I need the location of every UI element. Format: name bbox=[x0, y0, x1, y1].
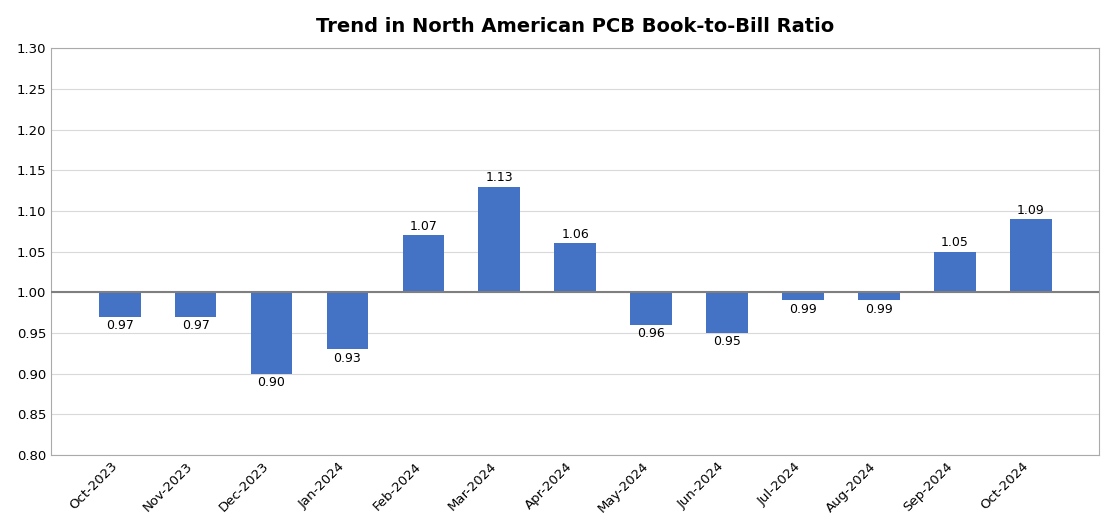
Text: 0.97: 0.97 bbox=[182, 319, 210, 332]
Bar bbox=[403, 235, 444, 292]
Text: 0.97: 0.97 bbox=[106, 319, 134, 332]
Bar bbox=[479, 187, 520, 292]
Bar bbox=[555, 244, 596, 292]
Bar bbox=[858, 292, 899, 301]
Text: 0.90: 0.90 bbox=[258, 376, 286, 389]
Bar bbox=[327, 292, 368, 349]
Title: Trend in North American PCB Book-to-Bill Ratio: Trend in North American PCB Book-to-Bill… bbox=[316, 16, 835, 36]
Text: 0.93: 0.93 bbox=[334, 352, 362, 364]
Text: 0.99: 0.99 bbox=[789, 303, 817, 316]
Bar bbox=[1010, 219, 1051, 292]
Bar bbox=[782, 292, 824, 301]
Bar bbox=[631, 292, 672, 325]
Bar bbox=[934, 252, 975, 292]
Bar bbox=[251, 292, 292, 373]
Bar bbox=[99, 292, 141, 317]
Text: 1.06: 1.06 bbox=[561, 228, 589, 241]
Text: 0.96: 0.96 bbox=[637, 327, 665, 340]
Text: 1.05: 1.05 bbox=[941, 236, 969, 249]
Text: 0.95: 0.95 bbox=[713, 335, 741, 348]
Text: 1.07: 1.07 bbox=[410, 220, 437, 233]
Bar bbox=[175, 292, 217, 317]
Text: 0.99: 0.99 bbox=[865, 303, 893, 316]
Text: 1.09: 1.09 bbox=[1017, 204, 1045, 217]
Text: 1.13: 1.13 bbox=[485, 171, 513, 184]
Bar bbox=[706, 292, 748, 333]
